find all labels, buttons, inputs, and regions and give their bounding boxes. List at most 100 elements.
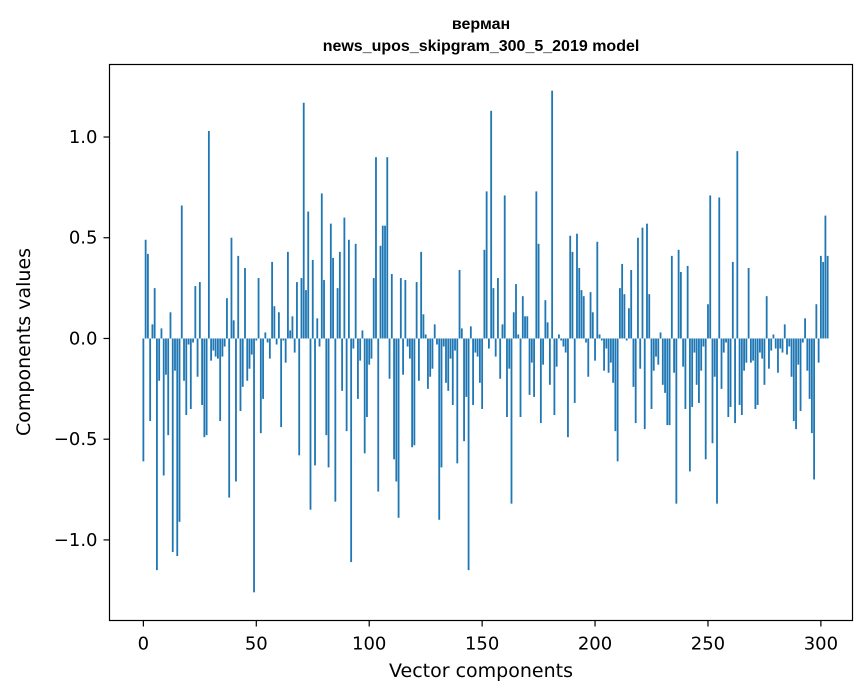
bar-51 xyxy=(257,278,260,339)
bar-151 xyxy=(483,249,486,339)
bar-14 xyxy=(174,338,176,371)
bar-295 xyxy=(808,338,811,399)
bar-56 xyxy=(268,338,271,359)
bar-201 xyxy=(596,241,599,339)
bar-139 xyxy=(456,338,459,464)
bar-185 xyxy=(560,338,563,341)
bar-196 xyxy=(585,338,587,343)
x-tick-label: 300 xyxy=(804,634,838,655)
bar-214 xyxy=(625,338,628,341)
bar-140 xyxy=(458,269,461,339)
bar-107 xyxy=(384,225,386,339)
bar-58 xyxy=(273,306,276,339)
bar-86 xyxy=(336,288,339,339)
bar-170 xyxy=(526,316,529,339)
bar-70 xyxy=(300,278,303,339)
bar-183 xyxy=(555,338,558,367)
bar-80 xyxy=(323,280,325,339)
bar-284 xyxy=(783,324,786,339)
bar-291 xyxy=(799,338,802,411)
bar-6 xyxy=(156,338,158,571)
bar-133 xyxy=(442,338,445,347)
bar-122 xyxy=(417,338,420,381)
bar-197 xyxy=(587,338,590,377)
bar-187 xyxy=(564,338,567,353)
y-tick-label: −0.5 xyxy=(54,429,98,450)
bar-97 xyxy=(361,330,364,339)
bar-237 xyxy=(677,249,680,339)
bar-169 xyxy=(524,316,526,339)
x-tick-label: 150 xyxy=(465,634,499,655)
bar-181 xyxy=(551,90,554,339)
bar-23 xyxy=(194,286,197,339)
bar-220 xyxy=(639,338,642,369)
bar-136 xyxy=(449,338,452,359)
bar-204 xyxy=(603,338,605,371)
y-tick-label: 0.0 xyxy=(69,328,98,349)
bar-7 xyxy=(158,338,161,381)
bar-110 xyxy=(390,274,393,339)
bar-91 xyxy=(347,239,350,339)
bar-138 xyxy=(454,338,456,351)
bar-33 xyxy=(217,338,219,359)
bar-49 xyxy=(253,338,255,593)
bar-244 xyxy=(693,338,696,353)
bar-261 xyxy=(731,261,734,339)
bar-242 xyxy=(688,338,691,472)
bar-37 xyxy=(226,298,228,339)
bar-191 xyxy=(573,338,576,403)
bar-207 xyxy=(609,338,612,363)
bar-235 xyxy=(673,338,675,373)
bar-162 xyxy=(508,338,511,369)
bar-180 xyxy=(548,338,551,385)
bar-168 xyxy=(521,296,524,339)
bar-161 xyxy=(506,338,508,418)
bar-157 xyxy=(497,278,499,339)
bar-268 xyxy=(747,267,750,339)
bar-199 xyxy=(591,312,594,339)
bar-259 xyxy=(727,338,730,418)
bar-17 xyxy=(180,205,183,339)
bar-266 xyxy=(743,338,746,371)
bar-118 xyxy=(408,338,411,359)
bar-182 xyxy=(553,338,556,416)
bar-108 xyxy=(386,157,389,339)
bar-227 xyxy=(655,338,657,357)
bar-5 xyxy=(153,288,156,339)
bar-38 xyxy=(228,338,231,498)
bar-32 xyxy=(214,338,217,357)
bar-113 xyxy=(397,338,400,518)
x-tick-label: 200 xyxy=(578,634,612,655)
bar-265 xyxy=(740,338,743,416)
bar-262 xyxy=(734,338,736,424)
x-tick-label: 100 xyxy=(352,634,386,655)
bar-228 xyxy=(657,338,660,365)
bar-57 xyxy=(271,261,274,339)
bar-219 xyxy=(637,237,639,339)
bar-105 xyxy=(379,245,382,339)
bar-148 xyxy=(476,338,479,357)
bar-59 xyxy=(275,338,278,345)
bar-64 xyxy=(287,251,289,339)
bar-172 xyxy=(530,338,533,363)
bar-246 xyxy=(698,338,700,403)
bar-53 xyxy=(262,338,264,399)
bar-42 xyxy=(237,255,240,339)
bar-173 xyxy=(533,338,535,397)
y-axis-ticks: −1.0 −0.5 0.0 0.5 1.0 xyxy=(54,127,110,551)
bar-67 xyxy=(293,338,296,353)
bar-93 xyxy=(352,338,355,349)
bar-195 xyxy=(582,296,585,339)
bar-65 xyxy=(289,330,292,339)
bar-16 xyxy=(178,338,181,522)
bar-127 xyxy=(429,338,432,377)
bar-294 xyxy=(806,338,809,371)
bar-213 xyxy=(623,294,626,339)
bar-270 xyxy=(752,338,755,361)
bar-145 xyxy=(469,326,472,339)
bar-39 xyxy=(230,237,233,339)
bar-95 xyxy=(357,338,359,399)
bar-43 xyxy=(239,338,242,411)
bar-12 xyxy=(169,312,172,339)
bar-31 xyxy=(212,338,215,351)
